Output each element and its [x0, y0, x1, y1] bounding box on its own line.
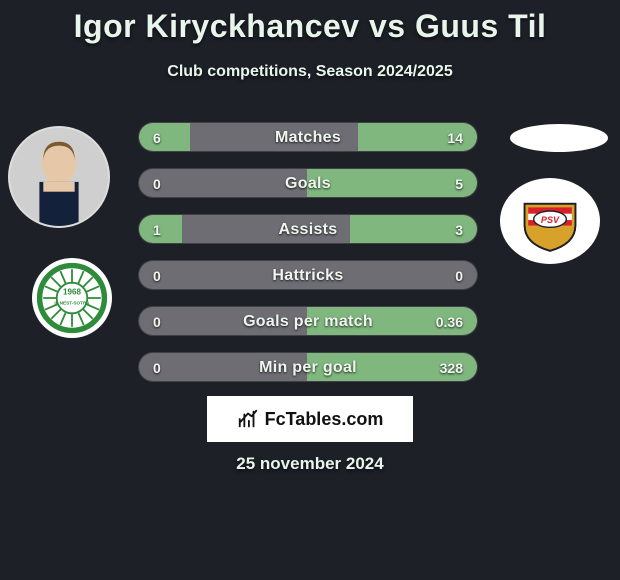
stat-row: 0328Min per goal — [138, 352, 478, 382]
stat-label: Assists — [139, 215, 477, 244]
stat-row: 13Assists — [138, 214, 478, 244]
psv-text: PSV — [541, 215, 560, 225]
comparison-subtitle: Club competitions, Season 2024/2025 — [0, 63, 620, 81]
person-silhouette-icon — [10, 128, 108, 226]
stat-row: 00Hattricks — [138, 260, 478, 290]
badge-year-text: 1968 — [63, 287, 81, 296]
nest-sotra-badge-icon: 1968 IL NEST-SOTRA — [36, 262, 108, 334]
comparison-title: Igor Kiryckhancev vs Guus Til — [0, 0, 620, 45]
stat-label: Matches — [139, 123, 477, 152]
stat-row: 05Goals — [138, 168, 478, 198]
stat-row: 00.36Goals per match — [138, 306, 478, 336]
player-left-photo — [8, 126, 110, 228]
player-right-photo-placeholder — [510, 124, 608, 152]
badge-name-text: IL NEST-SOTRA — [54, 300, 90, 305]
stat-label: Hattricks — [139, 261, 477, 290]
stat-row: 614Matches — [138, 122, 478, 152]
player-right-club-badge: PSV — [500, 178, 600, 264]
bar-chart-icon — [237, 408, 259, 430]
stat-label: Goals — [139, 169, 477, 198]
fctables-watermark: FcTables.com — [207, 396, 413, 442]
comparison-date: 25 november 2024 — [0, 454, 620, 474]
stat-label: Goals per match — [139, 307, 477, 336]
player-left-club-badge: 1968 IL NEST-SOTRA — [32, 258, 112, 338]
psv-badge-icon: PSV — [504, 182, 596, 260]
stat-label: Min per goal — [139, 353, 477, 382]
fctables-label: FcTables.com — [265, 409, 384, 430]
stats-container: 614Matches 05Goals 13Assists 00Hattricks 00.… — [138, 122, 478, 398]
